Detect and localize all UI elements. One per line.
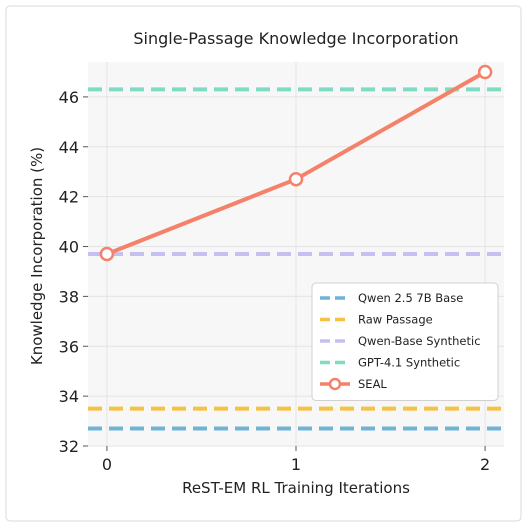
y-tick-label: 46 (59, 88, 79, 107)
y-tick-label: 38 (59, 287, 79, 306)
y-tick-label: 32 (59, 437, 79, 456)
data-point (99, 246, 115, 262)
legend-label: Qwen-Base Synthetic (358, 334, 481, 348)
legend: Qwen 2.5 7B Base Raw Passage Qwen-Base Syn… (311, 282, 499, 401)
legend-box (311, 282, 499, 401)
baseline-layer (88, 87, 504, 431)
y-tick-label: 34 (59, 387, 79, 406)
legend-label: GPT-4.1 Synthetic (358, 356, 460, 370)
series-layer (99, 64, 493, 262)
y-tick-label: 44 (59, 138, 79, 157)
x-tick-label: 1 (291, 455, 301, 474)
y-tick-label: 36 (59, 337, 79, 356)
chart-title: Single-Passage Knowledge Incorporation (133, 29, 458, 48)
legend-marker (328, 377, 342, 391)
y-tick-label: 40 (59, 238, 79, 257)
legend-label: SEAL (358, 377, 387, 391)
data-point (288, 171, 304, 187)
y-axis-label: Knowledge Incorporation (%) (28, 147, 46, 365)
axis-layer: 32 34 36 38 40 42 44 46 0 1 2 (59, 88, 491, 474)
x-tick-label: 0 (102, 455, 112, 474)
data-point (477, 64, 493, 80)
legend-label: Qwen 2.5 7B Base (358, 291, 463, 305)
legend-label: Raw Passage (358, 313, 433, 327)
x-axis-label: ReST-EM RL Training Iterations (182, 479, 410, 497)
x-tick-label: 2 (480, 455, 490, 474)
y-tick-label: 42 (59, 188, 79, 207)
